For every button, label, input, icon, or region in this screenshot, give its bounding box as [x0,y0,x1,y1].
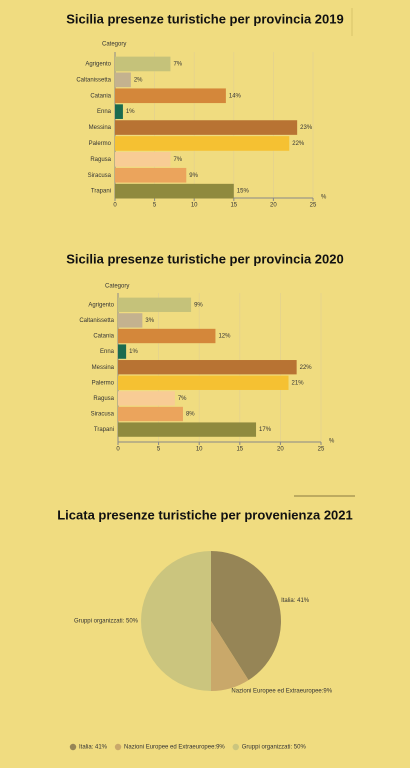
value-label: 22% [300,365,313,371]
x-tick-label: 5 [157,447,161,453]
value-label: 7% [173,62,182,68]
value-label: 21% [292,380,305,386]
bar [118,391,175,406]
bar [115,56,171,72]
legend-label: Nazioni Europee ed Extraeuropee:9% [124,745,225,751]
y-tick-label: Siracusa [91,412,115,418]
x-tick-label: 10 [196,447,203,453]
x-axis-label: % [321,195,327,201]
x-tick-label: 15 [236,447,243,453]
y-tick-label: Agrigento [88,302,114,308]
bar [118,406,183,422]
legend-label: Gruppi organizzati: 50% [242,745,307,751]
y-tick-label: Trapani [91,189,111,195]
x-tick-label: 0 [113,203,117,209]
bar [115,72,131,88]
x-tick-label: 0 [116,447,120,453]
pie-slice [211,551,281,681]
value-label: 12% [218,334,231,340]
value-label: 23% [300,125,313,131]
value-label: 17% [259,427,272,433]
value-label: 2% [134,77,143,83]
y-tick-label: Caltanissetta [79,318,114,324]
bar [115,152,171,167]
x-axis-label: % [329,439,335,445]
x-tick-label: 10 [191,203,198,209]
x-tick-label: 5 [153,203,157,209]
bar [115,104,123,119]
y-tick-label: Enna [97,109,112,115]
y-tick-label: Messina [89,125,112,131]
slice-label: Nazioni Europee ed Extraeuropee:9% [231,689,332,695]
y-tick-label: Messina [92,365,115,371]
y-tick-label: Palermo [89,141,112,147]
y-axis-label: Category [102,42,126,48]
value-label: 9% [189,173,198,179]
slice-label: Gruppi organizzati: 50% [74,619,139,625]
bar [115,167,187,183]
legend-swatch [232,743,239,751]
y-tick-label: Trapani [94,427,114,433]
y-tick-label: Ragusa [90,157,111,163]
value-label: 1% [129,349,138,355]
bar [115,183,234,199]
bar [118,297,192,312]
legend-swatch [69,743,77,751]
pie-slice [211,621,249,691]
x-tick-label: 15 [230,203,237,209]
y-tick-label: Siracusa [88,173,112,179]
x-tick-label: 25 [318,447,325,453]
bar [118,344,127,359]
bar [118,328,216,344]
y-tick-label: Caltanissetta [76,77,111,83]
bar [118,422,257,437]
bar [115,136,290,151]
y-tick-label: Agrigento [85,62,111,68]
bar [118,313,143,328]
value-label: 7% [178,396,187,402]
y-tick-label: Catania [93,334,114,340]
y-tick-label: Catania [90,93,111,99]
value-label: 9% [194,302,203,308]
legend-swatch [114,743,122,751]
value-label: 15% [237,189,250,195]
y-tick-label: Ragusa [93,396,114,402]
chart-title: Sicilia presenze turistiche per provinci… [66,251,343,266]
x-tick-label: 20 [270,203,277,209]
y-tick-label: Enna [100,349,115,355]
chart-title: Licata presenze turistiche per provenien… [57,507,353,522]
y-axis-label: Category [105,284,129,290]
bar [118,360,297,375]
bar [118,375,289,390]
legend-label: Italia: 41% [79,745,108,751]
value-label: 7% [173,157,182,163]
value-label: 3% [145,318,154,324]
pie-slice [141,551,211,691]
bar [115,88,226,104]
chart-title: Sicilia presenze turistiche per provinci… [66,11,343,26]
value-label: 14% [229,93,242,99]
y-tick-label: Palermo [92,380,115,386]
value-label: 1% [126,109,135,115]
x-tick-label: 20 [277,447,284,453]
value-label: 22% [292,141,305,147]
x-tick-label: 25 [310,203,317,209]
bar [115,120,298,135]
value-label: 8% [186,412,195,418]
slice-label: Italia: 41% [281,598,310,604]
